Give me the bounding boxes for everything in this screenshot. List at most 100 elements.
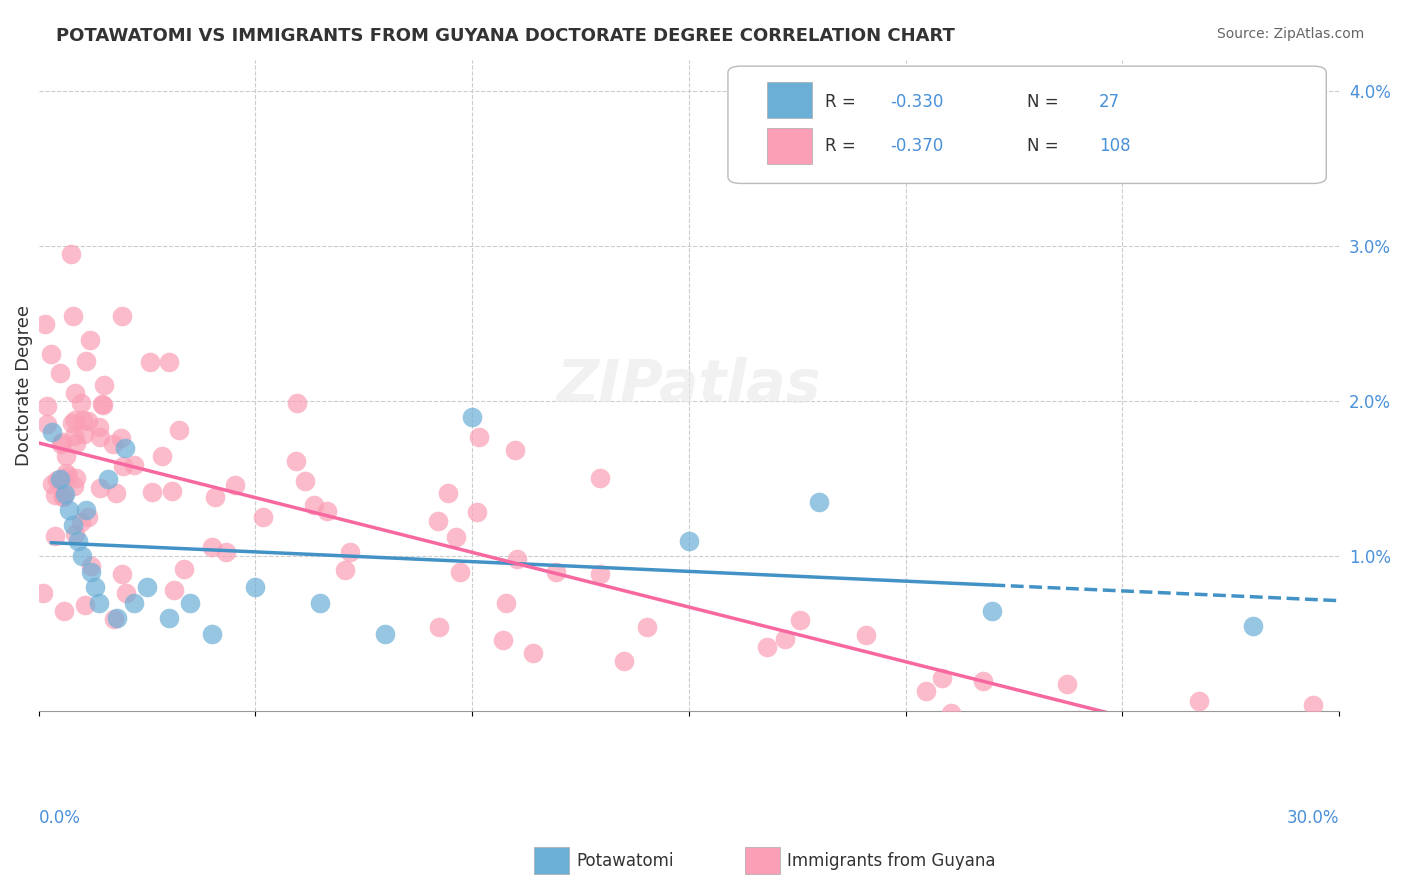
- Text: ZIPatlas: ZIPatlas: [557, 357, 821, 414]
- Point: [105, 485, 128, 500]
- Point: [89, 430, 111, 444]
- Point: [309, 596, 332, 610]
- Point: [1241, 619, 1264, 633]
- Text: Immigrants from Guyana: Immigrants from Guyana: [787, 852, 995, 870]
- Point: [339, 544, 361, 558]
- Point: [468, 430, 491, 444]
- Point: [678, 533, 700, 548]
- Point: [63, 412, 86, 426]
- Point: [66, 533, 89, 548]
- Point: [302, 498, 325, 512]
- Point: [204, 490, 226, 504]
- Point: [87, 420, 110, 434]
- Point: [931, 671, 953, 685]
- Point: [62, 309, 84, 323]
- Point: [506, 552, 529, 566]
- Point: [55, 466, 77, 480]
- Point: [34, 318, 56, 332]
- Point: [285, 395, 308, 409]
- Point: [461, 409, 484, 424]
- Point: [63, 386, 86, 401]
- Point: [981, 603, 1004, 617]
- Point: [163, 583, 186, 598]
- Point: [91, 397, 114, 411]
- Text: Source: ZipAtlas.com: Source: ZipAtlas.com: [1216, 27, 1364, 41]
- Point: [200, 541, 222, 555]
- Point: [613, 654, 636, 668]
- Point: [44, 529, 66, 543]
- Point: [58, 502, 80, 516]
- Point: [122, 596, 145, 610]
- Text: N =: N =: [1028, 136, 1064, 154]
- Text: Potawatomi: Potawatomi: [576, 852, 673, 870]
- Text: POTAWATOMI VS IMMIGRANTS FROM GUYANA DOCTORATE DEGREE CORRELATION CHART: POTAWATOMI VS IMMIGRANTS FROM GUYANA DOC…: [56, 27, 955, 45]
- Point: [62, 429, 84, 443]
- Point: [444, 529, 467, 543]
- Point: [56, 469, 79, 483]
- Point: [114, 586, 136, 600]
- Point: [75, 354, 97, 368]
- Point: [972, 673, 994, 688]
- Point: [44, 487, 66, 501]
- Point: [77, 414, 100, 428]
- Point: [63, 526, 86, 541]
- Point: [111, 567, 134, 582]
- Point: [294, 475, 316, 489]
- Point: [141, 484, 163, 499]
- Point: [84, 580, 107, 594]
- Bar: [766, 82, 813, 119]
- Point: [41, 477, 63, 491]
- Point: [855, 627, 877, 641]
- Point: [224, 478, 246, 492]
- Point: [53, 487, 76, 501]
- Point: [1302, 698, 1324, 712]
- Point: [89, 596, 111, 610]
- Point: [252, 510, 274, 524]
- Point: [1166, 736, 1188, 750]
- Point: [75, 502, 97, 516]
- Point: [49, 472, 72, 486]
- Point: [51, 435, 73, 450]
- Point: [1115, 734, 1137, 748]
- Point: [52, 490, 75, 504]
- Text: 108: 108: [1098, 136, 1130, 154]
- Point: [60, 416, 83, 430]
- Point: [51, 436, 73, 450]
- Point: [93, 378, 115, 392]
- Point: [1198, 751, 1220, 765]
- Point: [173, 561, 195, 575]
- Point: [157, 355, 180, 369]
- Point: [70, 395, 93, 409]
- Point: [55, 449, 77, 463]
- Point: [101, 436, 124, 450]
- Point: [437, 486, 460, 500]
- Point: [111, 309, 134, 323]
- Point: [31, 586, 53, 600]
- Bar: [766, 128, 813, 164]
- Point: [215, 545, 238, 559]
- Point: [35, 400, 58, 414]
- Point: [1168, 751, 1191, 765]
- Point: [1240, 751, 1263, 765]
- Point: [775, 632, 797, 646]
- Point: [1188, 694, 1211, 708]
- Point: [201, 627, 224, 641]
- Point: [97, 472, 120, 486]
- Point: [52, 604, 75, 618]
- Point: [39, 347, 62, 361]
- Text: 30.0%: 30.0%: [1286, 809, 1340, 827]
- Text: -0.370: -0.370: [890, 136, 943, 154]
- Text: N =: N =: [1028, 93, 1064, 111]
- Point: [789, 613, 811, 627]
- Point: [105, 611, 128, 625]
- Point: [589, 471, 612, 485]
- Point: [315, 504, 337, 518]
- Point: [333, 563, 356, 577]
- Point: [72, 412, 94, 426]
- Point: [756, 640, 779, 654]
- Point: [62, 518, 84, 533]
- Point: [427, 620, 450, 634]
- Point: [150, 449, 173, 463]
- Point: [52, 489, 75, 503]
- Point: [491, 633, 513, 648]
